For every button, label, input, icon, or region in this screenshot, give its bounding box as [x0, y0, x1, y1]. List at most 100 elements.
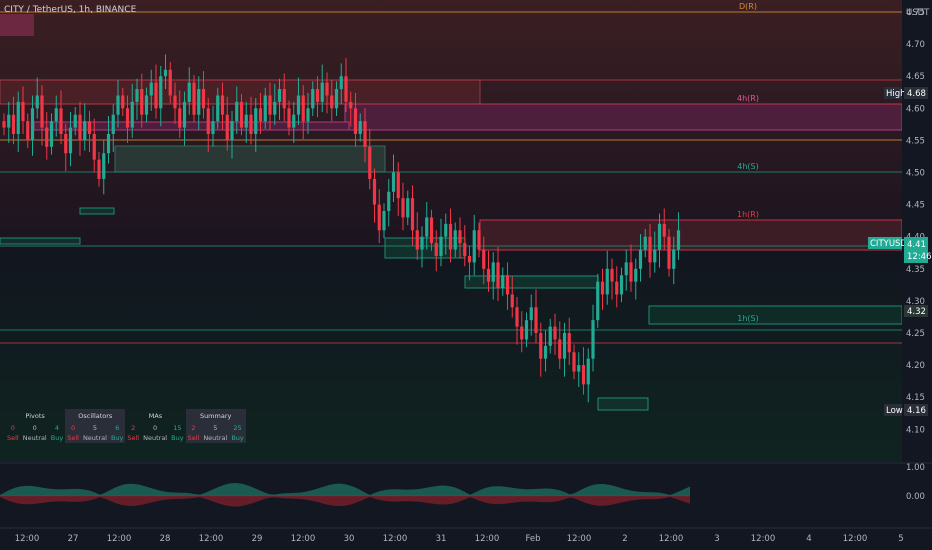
candle-body — [643, 236, 647, 250]
demand-box-1 — [384, 237, 466, 259]
candle-body — [600, 281, 605, 295]
candle-body — [482, 249, 486, 269]
mas-buy-count: 15 — [173, 424, 182, 432]
candle-body — [296, 95, 301, 115]
candle-body — [125, 108, 130, 128]
candle-body — [330, 95, 334, 109]
price-tick-3: 4.60 — [906, 104, 925, 114]
candle-body — [64, 133, 68, 154]
candle-body — [135, 89, 139, 102]
time-tick-8: 12:00 — [383, 534, 408, 544]
candle-body — [273, 101, 277, 115]
price-tick-8: 4.35 — [906, 265, 925, 275]
candle-body — [7, 114, 11, 128]
time-tick-4: 12:00 — [199, 534, 224, 544]
candle-body — [467, 255, 472, 263]
pivots-neutral-label: Neutral — [22, 434, 47, 442]
candle-body — [401, 198, 405, 218]
candle-body — [21, 101, 25, 122]
low-value-bg — [904, 404, 928, 416]
symbol-header: CITY / TetherUS, 1h, BINANCE — [4, 5, 137, 15]
candle-body — [605, 268, 609, 295]
candle-body — [182, 101, 187, 128]
candle-body — [586, 358, 590, 385]
price-tick-13: 4.10 — [906, 425, 925, 435]
time-tick-18: 12:00 — [843, 534, 868, 544]
candle-body — [619, 275, 624, 295]
resistance-box — [0, 79, 481, 105]
candle-body — [477, 230, 481, 250]
candle-body — [615, 281, 619, 295]
low-tag-bg — [884, 404, 902, 416]
mas-sell-label: Sell — [127, 434, 140, 442]
candle-body — [192, 82, 196, 115]
candle-body — [567, 333, 571, 353]
candle-body — [301, 95, 305, 122]
candle-body — [363, 121, 367, 147]
candle-body — [515, 307, 519, 327]
candle-body — [178, 108, 182, 128]
candle-body — [2, 121, 6, 128]
candle-body — [140, 89, 144, 115]
candle-body — [315, 89, 320, 102]
mas-buy-label: Buy — [171, 434, 184, 442]
high-tag-bg — [884, 87, 902, 99]
candle-body — [116, 95, 120, 115]
candle-body — [558, 339, 562, 359]
candle-body — [543, 345, 548, 359]
summary-sell-count: 2 — [185, 423, 202, 433]
candle-body — [78, 114, 82, 141]
bar-countdown: 12:46 — [907, 252, 932, 262]
candle-body — [368, 146, 372, 179]
candle-body — [30, 108, 35, 141]
osc-sell-label: Sell — [65, 433, 81, 443]
price-tick-1: 4.70 — [906, 40, 925, 50]
support-zone-bg — [0, 250, 902, 462]
candle-body — [382, 211, 386, 231]
candle-body — [144, 95, 149, 115]
candle-body — [201, 89, 206, 109]
summary-buy-label: Buy — [229, 433, 246, 443]
candle-body — [121, 95, 125, 109]
time-tick-0: 12:00 — [15, 534, 40, 544]
candle-body — [187, 82, 191, 102]
candle-body — [496, 262, 500, 289]
candle-body — [325, 82, 329, 96]
candle-body — [206, 108, 210, 134]
time-tick-6: 12:00 — [291, 534, 316, 544]
candle-body — [106, 133, 111, 154]
candle-body — [648, 236, 652, 263]
high-value: 4.68 — [907, 89, 926, 99]
symbol-tag-bg — [868, 237, 902, 249]
candle-body — [292, 114, 296, 128]
candle-body — [581, 365, 586, 385]
candle-body — [377, 204, 381, 231]
candle-body — [520, 326, 524, 340]
osc-buy-label: Buy — [108, 433, 126, 443]
h1-support-label: 1h(S) — [737, 314, 758, 323]
candle-body — [254, 108, 258, 134]
demand-box-3 — [597, 397, 649, 411]
time-tick-14: 12:00 — [659, 534, 684, 544]
candle-body — [111, 114, 115, 134]
time-tick-2: 12:00 — [107, 534, 132, 544]
price-tick-9: 4.30 — [906, 297, 925, 307]
candle-body — [344, 76, 348, 102]
h1-support-box — [648, 305, 903, 325]
candle-body — [638, 249, 643, 269]
candle-body — [510, 294, 514, 308]
price-tick-5: 4.50 — [906, 169, 925, 179]
osc-positive-area — [0, 483, 690, 496]
candle-body — [596, 281, 600, 321]
candle-body — [420, 236, 424, 250]
supply-box — [114, 145, 386, 173]
time-tick-12: 12:00 — [567, 534, 592, 544]
mas-sell-count: 2 — [131, 424, 136, 432]
candle-body — [406, 198, 410, 218]
candle-body — [358, 121, 362, 134]
candle-body — [553, 326, 557, 340]
candle-body — [439, 236, 443, 256]
high-value-bg — [904, 87, 928, 99]
